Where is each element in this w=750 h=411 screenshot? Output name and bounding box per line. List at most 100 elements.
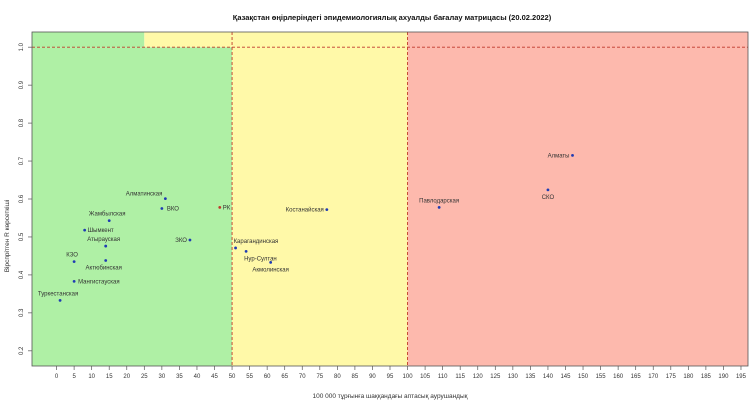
x-tick-label: 50 — [229, 374, 236, 380]
point-label-16: Алматы — [548, 153, 570, 159]
point-5 — [104, 244, 108, 248]
y-tick-label: 0.5 — [19, 232, 25, 241]
y-tick-label: 0.9 — [19, 80, 25, 89]
point-label-11: Костанайская — [286, 207, 324, 214]
x-tick-label: 125 — [490, 374, 501, 380]
x-tick-label: 25 — [141, 374, 148, 380]
point-16 — [571, 153, 574, 157]
x-tick-label: 170 — [648, 374, 659, 380]
y-axis-label: Вірспрітген R көрсеткіші — [3, 200, 11, 273]
x-tick-label: 85 — [352, 374, 359, 380]
point-1 — [160, 207, 164, 210]
zone-0 — [32, 47, 233, 366]
x-tick-label: 10 — [88, 374, 95, 380]
x-tick-label: 70 — [299, 374, 306, 380]
x-tick-label: 95 — [387, 374, 394, 380]
point-14 — [269, 260, 273, 264]
x-tick-label: 105 — [420, 374, 431, 380]
point-label-10: Туркестанская — [38, 291, 78, 297]
point-label-0: Алматинская — [126, 192, 163, 198]
threshold-lines-layer — [32, 32, 748, 366]
x-tick-label: 15 — [106, 374, 113, 380]
point-label-14: Акмолинская — [252, 267, 288, 273]
x-tick-label: 130 — [508, 374, 519, 380]
x-tick-label: 115 — [455, 374, 465, 380]
x-tick-label: 65 — [281, 374, 288, 380]
zone-4 — [407, 32, 748, 366]
point-15 — [437, 205, 441, 209]
x-tick-label: 100 — [403, 374, 414, 380]
x-tick-label: 185 — [701, 374, 712, 380]
x-tick-label: 155 — [596, 374, 607, 380]
x-tick-label: 190 — [718, 374, 729, 380]
points-layer: Алматинская ВКО РК Жамбылская Шымкент Атыраус… — [38, 153, 574, 302]
y-tick-label: 0.2 — [19, 346, 25, 355]
x-ticks-layer: 0 5 10 15 20 25 30 35 40 45 50 55 60 65 70 75 80 85 90 95 10… — [55, 366, 747, 380]
x-tick-label: 30 — [159, 374, 166, 380]
point-label-7: КЗО — [66, 253, 78, 259]
x-tick-label: 160 — [613, 374, 624, 380]
x-tick-label: 120 — [473, 374, 484, 380]
x-tick-label: 135 — [525, 374, 536, 380]
point-17 — [546, 188, 550, 192]
point-7 — [72, 260, 76, 264]
point-3 — [107, 219, 111, 223]
point-4 — [83, 228, 87, 232]
x-tick-label: 175 — [666, 374, 677, 380]
y-ticks-layer: 0.2 0.3 0.4 0.5 0.6 0.7 0.8 0.9 1.0 — [19, 42, 32, 355]
point-2 — [218, 205, 222, 209]
point-label-12: Карагандинская — [234, 239, 279, 245]
point-label-5: Атырауская — [87, 237, 120, 243]
zone-1 — [32, 32, 145, 48]
x-tick-label: 0 — [55, 374, 59, 380]
point-label-6: ЗКО — [175, 238, 187, 244]
zone-2 — [144, 32, 233, 48]
point-label-17: СКО — [542, 195, 555, 201]
point-label-1: ВКО — [167, 206, 179, 212]
y-tick-label: 0.3 — [19, 308, 25, 317]
x-tick-label: 110 — [438, 374, 448, 380]
y-tick-label: 0.6 — [19, 194, 25, 203]
point-label-3: Жамбылская — [89, 212, 126, 218]
x-tick-label: 20 — [123, 374, 130, 380]
point-label-8: Актюбинская — [86, 265, 122, 271]
x-tick-label: 150 — [578, 374, 589, 380]
point-9 — [72, 279, 76, 283]
x-tick-label: 35 — [176, 374, 183, 380]
point-10 — [58, 298, 62, 302]
point-12 — [234, 246, 237, 250]
x-tick-label: 55 — [246, 374, 253, 380]
zones-layer — [32, 32, 748, 366]
x-tick-label: 45 — [211, 374, 218, 380]
x-tick-label: 40 — [194, 374, 201, 380]
zone-3 — [232, 32, 408, 366]
y-tick-label: 0.7 — [19, 156, 25, 165]
x-tick-label: 140 — [543, 374, 554, 380]
point-6 — [188, 238, 192, 242]
point-label-4: Шымкент — [88, 228, 114, 234]
point-8 — [104, 259, 108, 262]
point-11 — [325, 208, 329, 212]
x-tick-label: 195 — [736, 374, 747, 380]
point-label-2: РК — [223, 205, 231, 211]
x-tick-label: 180 — [683, 374, 694, 380]
point-13 — [244, 249, 248, 253]
x-tick-label: 5 — [72, 374, 76, 380]
x-tick-label: 165 — [631, 374, 642, 380]
point-label-15: Павлодарская — [419, 198, 459, 204]
point-label-13: Нур-Султан — [244, 256, 277, 262]
x-tick-label: 80 — [334, 374, 341, 380]
point-label-9: Мангистауская — [78, 279, 119, 285]
y-tick-label: 1.0 — [19, 42, 25, 51]
x-tick-label: 145 — [560, 374, 571, 380]
x-axis-label: 100 000 тұрғынға шаққандағы аптасық ауру… — [312, 393, 467, 400]
x-tick-label: 60 — [264, 374, 271, 380]
x-tick-label: 75 — [316, 374, 323, 380]
chart-title: Қазақстан өңірлеріндегі эпидемиологиялық… — [233, 13, 552, 22]
y-tick-label: 0.8 — [19, 118, 25, 127]
point-0 — [163, 197, 167, 201]
x-tick-label: 90 — [369, 374, 376, 380]
y-tick-label: 0.4 — [19, 270, 25, 279]
